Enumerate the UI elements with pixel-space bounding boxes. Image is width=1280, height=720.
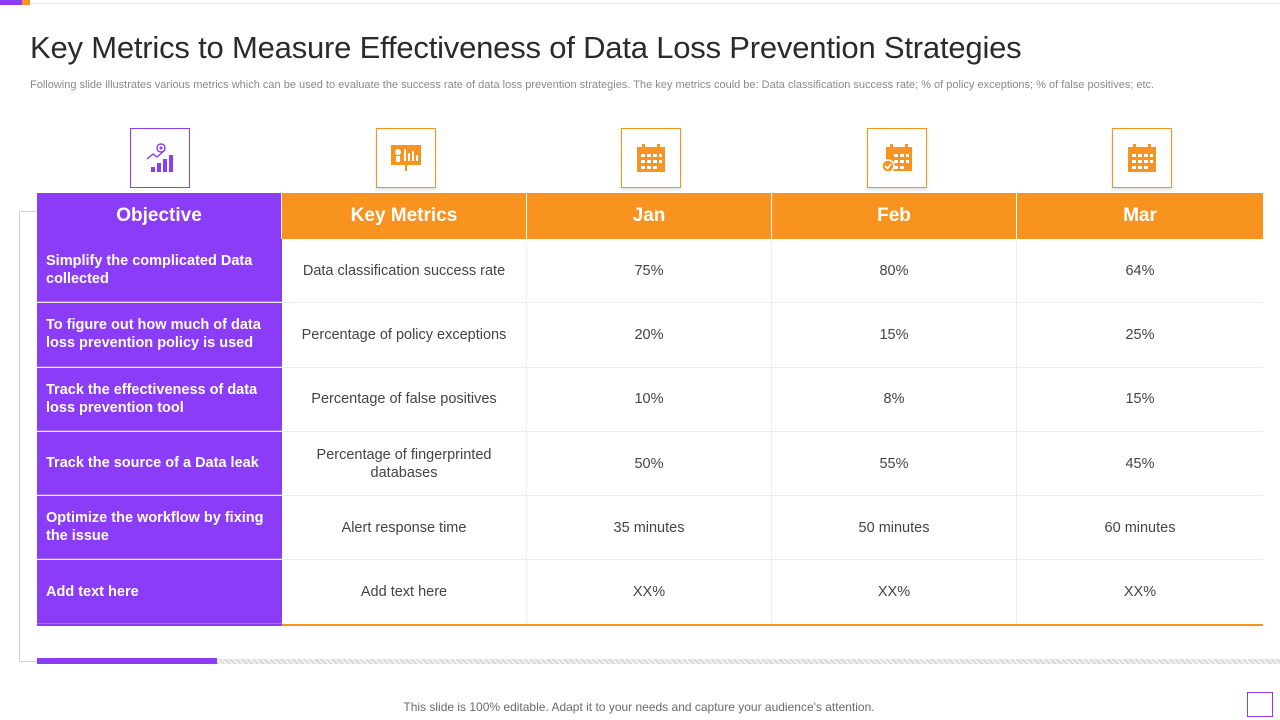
table-row: Track the effectiveness of data loss pre… (37, 367, 1263, 432)
table-bottom-border-purple (37, 623, 282, 626)
metric-cell: Percentage of fingerprinted databases (282, 431, 527, 496)
top-accent-bar (0, 0, 22, 5)
objective-cell: Optimize the workflow by fixing the issu… (37, 496, 282, 560)
feb-cell: 80% (772, 239, 1017, 303)
mar-cell: 45% (1125, 455, 1155, 472)
calendar-icon (621, 128, 681, 188)
mar-cell: XX% (1123, 584, 1157, 601)
objective-cell: Simplify the complicated Data collected (37, 239, 282, 303)
metric-cell: Percentage of policy exceptions (282, 303, 527, 367)
table-row: To figure out how much of data loss prev… (37, 303, 1263, 368)
objective-cell: Add text here (37, 560, 282, 624)
table-body: Simplify the complicated Data collected … (37, 239, 1263, 626)
mar-cell: 60 minutes (1104, 519, 1176, 536)
objective-cell: To figure out how much of data loss prev… (37, 303, 282, 367)
jan-cell: 35 minutes (527, 496, 772, 560)
frame-bracket (19, 211, 20, 662)
mar-cell: 64% (1125, 262, 1155, 279)
jan-cell: 10% (527, 367, 772, 431)
objective-cell: Track the source of a Data leak (37, 431, 282, 496)
footer-note: This slide is 100% editable. Adapt it to… (403, 700, 875, 714)
target-growth-chart-icon (130, 128, 190, 188)
top-divider (30, 3, 1280, 4)
jan-cell: XX% (527, 560, 772, 624)
metric-cell: Percentage of false positives (282, 367, 527, 431)
jan-cell: 50% (527, 431, 772, 496)
header-feb: Feb (772, 193, 1017, 239)
table-bottom-border-orange (282, 623, 1263, 626)
presentation-board-icon (376, 128, 436, 188)
header-key-metrics: Key Metrics (282, 193, 527, 239)
feb-cell: XX% (772, 560, 1017, 624)
objective-cell: Track the effectiveness of data loss pre… (37, 367, 282, 431)
table-row: Track the source of a Data leak Percenta… (37, 431, 1263, 497)
table-header-row: Objective Key Metrics Jan Feb Mar (37, 193, 1263, 239)
top-accent-bar-orange (22, 0, 30, 5)
mar-cell: 15% (1125, 391, 1155, 408)
metric-cell: Alert response time (282, 496, 527, 560)
corner-marker (1247, 692, 1273, 717)
calendar-check-icon (867, 128, 927, 188)
decorative-track (217, 659, 1280, 664)
metrics-table: Objective Key Metrics Jan Feb Mar Simpli… (37, 193, 1263, 626)
decorative-progress-fill (37, 658, 217, 664)
mar-cell: 25% (1125, 326, 1155, 343)
table-row: Optimize the workflow by fixing the issu… (37, 496, 1263, 561)
feb-cell: 55% (772, 431, 1017, 496)
slide-title: Key Metrics to Measure Effectiveness of … (30, 30, 1022, 65)
header-objective: Objective (37, 193, 282, 239)
metric-cell: Add text here (282, 560, 527, 624)
table-row: Simplify the complicated Data collected … (37, 239, 1263, 304)
slide-subtitle: Following slide illustrates various metr… (30, 79, 1155, 91)
jan-cell: 75% (527, 239, 772, 303)
frame-bracket-top (19, 211, 37, 212)
table-row: Add text here Add text here XX% XX% XX% (37, 560, 1263, 625)
calendar-icon (1112, 128, 1172, 188)
header-mar: Mar (1017, 193, 1263, 239)
header-jan: Jan (527, 193, 772, 239)
frame-bracket-bottom (19, 661, 37, 662)
feb-cell: 8% (772, 367, 1017, 431)
feb-cell: 15% (772, 303, 1017, 367)
metric-cell: Data classification success rate (282, 239, 527, 303)
feb-cell: 50 minutes (772, 496, 1017, 560)
jan-cell: 20% (527, 303, 772, 367)
